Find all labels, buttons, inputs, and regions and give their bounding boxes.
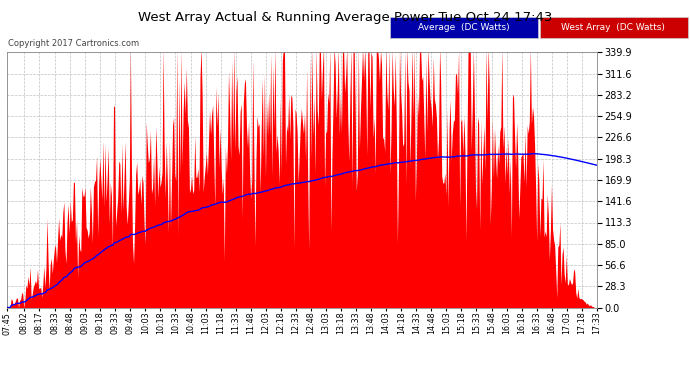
Text: Average  (DC Watts): Average (DC Watts) <box>418 22 509 32</box>
Text: Copyright 2017 Cartronics.com: Copyright 2017 Cartronics.com <box>8 39 139 48</box>
Text: West Array  (DC Watts): West Array (DC Watts) <box>562 22 665 32</box>
Text: West Array Actual & Running Average Power Tue Oct 24 17:43: West Array Actual & Running Average Powe… <box>138 11 552 24</box>
